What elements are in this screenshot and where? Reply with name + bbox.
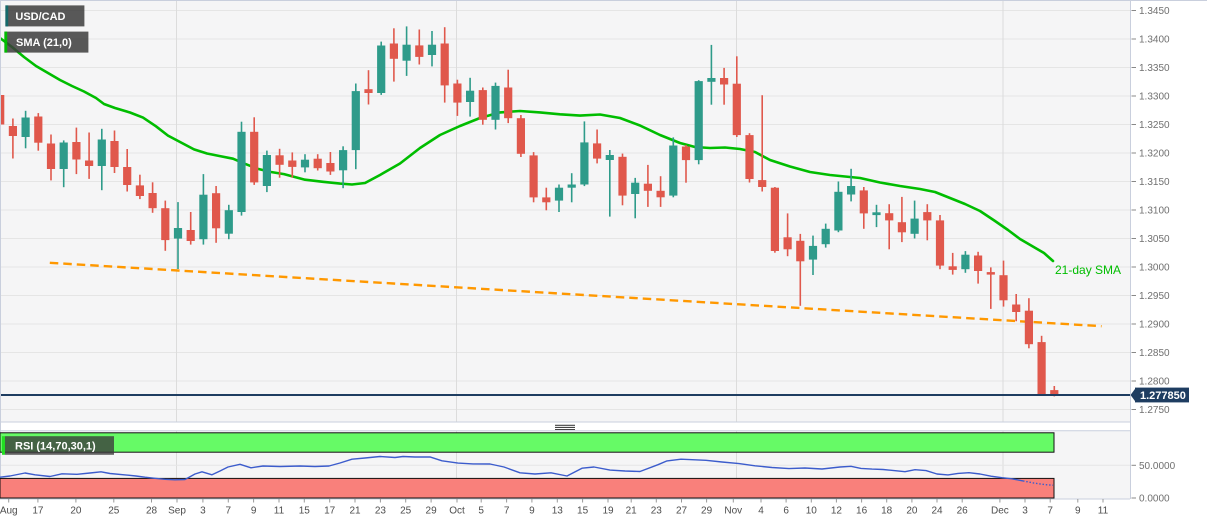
svg-text:20: 20	[906, 506, 918, 517]
svg-text:1.2850: 1.2850	[1139, 348, 1170, 359]
svg-text:1.277850: 1.277850	[1140, 390, 1186, 402]
svg-text:29: 29	[426, 506, 438, 517]
svg-text:17: 17	[32, 506, 44, 517]
svg-text:RSI (14,70,30,1): RSI (14,70,30,1)	[15, 441, 96, 453]
svg-text:1.3300: 1.3300	[1139, 92, 1170, 103]
svg-text:7: 7	[504, 506, 510, 517]
svg-text:1.3200: 1.3200	[1139, 149, 1170, 160]
svg-text:26: 26	[957, 506, 969, 517]
svg-text:19: 19	[602, 506, 614, 517]
svg-text:9: 9	[1075, 506, 1081, 517]
svg-text:Sep: Sep	[168, 506, 186, 517]
svg-text:11: 11	[274, 506, 285, 517]
svg-text:4: 4	[758, 506, 764, 517]
svg-text:28: 28	[146, 506, 158, 517]
svg-text:21-day SMA: 21-day SMA	[1055, 263, 1121, 277]
svg-text:USD/CAD: USD/CAD	[15, 11, 65, 23]
svg-text:17: 17	[324, 506, 336, 517]
svg-text:1.3050: 1.3050	[1139, 234, 1170, 245]
svg-text:7: 7	[1047, 506, 1053, 517]
svg-text:0.0000: 0.0000	[1139, 494, 1170, 505]
svg-text:1.3250: 1.3250	[1139, 120, 1170, 131]
svg-text:25: 25	[108, 506, 120, 517]
svg-text:1.3100: 1.3100	[1139, 206, 1170, 217]
svg-text:12: 12	[831, 506, 843, 517]
svg-text:11: 11	[1098, 506, 1109, 517]
svg-text:1.3400: 1.3400	[1139, 35, 1170, 46]
svg-text:16: 16	[856, 506, 868, 517]
svg-text:23: 23	[375, 506, 387, 517]
svg-text:20: 20	[70, 506, 82, 517]
svg-text:18: 18	[881, 506, 893, 517]
svg-text:Dec: Dec	[991, 506, 1009, 517]
svg-text:1.3450: 1.3450	[1139, 6, 1170, 17]
svg-text:3: 3	[1022, 506, 1028, 517]
svg-text:23: 23	[651, 506, 663, 517]
svg-text:27: 27	[676, 506, 688, 517]
svg-text:9: 9	[251, 506, 257, 517]
svg-text:29: 29	[701, 506, 713, 517]
svg-text:50.0000: 50.0000	[1139, 461, 1176, 472]
svg-text:9: 9	[529, 506, 535, 517]
svg-text:1.2950: 1.2950	[1139, 291, 1170, 302]
svg-text:24: 24	[931, 506, 943, 517]
svg-text:Aug: Aug	[0, 506, 18, 517]
svg-text:1.2750: 1.2750	[1139, 405, 1170, 416]
svg-text:Nov: Nov	[724, 506, 742, 517]
svg-text:1.2900: 1.2900	[1139, 320, 1170, 331]
svg-text:15: 15	[577, 506, 589, 517]
svg-text:1.3150: 1.3150	[1139, 177, 1170, 188]
svg-text:6: 6	[783, 506, 789, 517]
svg-text:13: 13	[552, 506, 564, 517]
svg-text:1.3350: 1.3350	[1139, 63, 1170, 74]
svg-text:10: 10	[806, 506, 818, 517]
svg-text:1.3000: 1.3000	[1139, 263, 1170, 274]
svg-text:7: 7	[226, 506, 232, 517]
svg-text:1.2800: 1.2800	[1139, 377, 1170, 388]
svg-text:Oct: Oct	[449, 506, 465, 517]
svg-text:3: 3	[200, 506, 206, 517]
svg-text:5: 5	[478, 506, 484, 517]
svg-text:25: 25	[400, 506, 412, 517]
svg-text:21: 21	[626, 506, 638, 517]
svg-text:SMA (21,0): SMA (21,0)	[16, 37, 72, 49]
svg-text:15: 15	[299, 506, 311, 517]
svg-text:21: 21	[349, 506, 361, 517]
